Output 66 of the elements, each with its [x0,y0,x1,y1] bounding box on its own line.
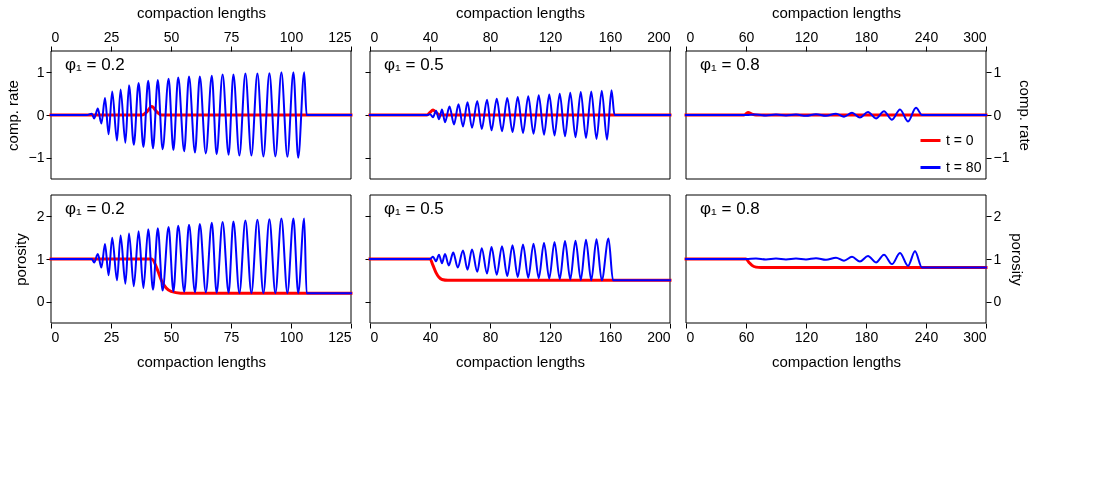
x-tick-label: 120 [538,328,563,345]
x-tick-label: 180 [854,328,879,345]
x-tick-label: 0 [51,28,60,45]
x-tick-label: 0 [370,28,379,45]
y-tick-label: 0 [993,106,1002,123]
annotation: φ₁ = 0.8 [700,55,760,74]
y-tick-label: 2 [993,207,1002,224]
x-tick-label: 160 [598,28,623,45]
x-axis-title: compaction lengths [771,352,902,370]
x-tick-label: 80 [482,328,499,345]
x-tick-label: 125 [328,28,352,45]
x-tick-label: 180 [854,28,879,45]
x-tick-label: 0 [51,328,60,345]
x-tick-label: 25 [103,328,120,345]
x-axis-title: compaction lengths [771,3,902,21]
y-axis-title: comp. rate [1017,80,1035,151]
x-axis-title: compaction lengths [455,3,586,21]
annotation: φ₁ = 0.8 [700,199,760,218]
x-tick-label: 40 [422,28,439,45]
x-tick-label: 0 [686,28,695,45]
y-tick-label: 1 [36,63,45,80]
x-tick-label: 300 [963,328,987,345]
y-axis-title: porosity [1009,233,1027,287]
x-tick-label: 40 [422,328,439,345]
x-tick-label: 0 [686,328,695,345]
x-tick-label: 75 [223,28,240,45]
x-tick-label: 0 [370,328,379,345]
x-tick-label: 240 [914,328,939,345]
annotation: φ₁ = 0.2 [65,199,125,218]
x-tick-label: 100 [279,328,304,345]
y-tick-label: 2 [36,207,45,224]
x-tick-label: 125 [328,328,352,345]
x-tick-label: 75 [223,328,240,345]
x-axis-title: compaction lengths [136,3,267,21]
x-tick-label: 60 [738,28,755,45]
y-tick-label: −1 [28,149,45,166]
x-tick-label: 120 [794,28,819,45]
y-tick-label: 0 [36,106,45,123]
x-axis-title: compaction lengths [455,352,586,370]
y-tick-label: 0 [36,293,45,310]
x-axis-title: compaction lengths [136,352,267,370]
legend-label: t = 80 [946,158,982,175]
x-tick-label: 300 [963,28,987,45]
y-axis-title: porosity [11,232,29,286]
x-tick-label: 120 [794,328,819,345]
x-tick-label: 50 [163,328,180,345]
x-tick-label: 160 [598,328,623,345]
annotation: φ₁ = 0.2 [65,55,125,74]
y-axis-title: comp. rate [3,80,21,151]
x-tick-label: 25 [103,28,120,45]
x-tick-label: 200 [647,28,671,45]
annotation: φ₁ = 0.5 [384,55,444,74]
x-tick-label: 120 [538,28,563,45]
x-tick-label: 80 [482,28,499,45]
legend-label: t = 0 [946,131,974,148]
x-tick-label: 50 [163,28,180,45]
x-tick-label: 60 [738,328,755,345]
x-tick-label: 100 [279,28,304,45]
x-tick-label: 200 [647,328,671,345]
y-tick-label: 1 [36,250,45,267]
y-tick-label: −1 [993,149,1010,166]
x-tick-label: 240 [914,28,939,45]
y-tick-label: 0 [993,293,1002,310]
y-tick-label: 1 [993,63,1002,80]
y-tick-label: 1 [993,250,1002,267]
annotation: φ₁ = 0.5 [384,199,444,218]
